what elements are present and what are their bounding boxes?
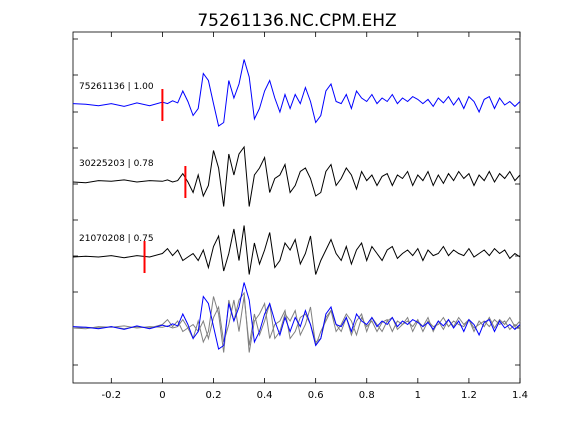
y-axis — [73, 38, 520, 366]
overlay-trace-blue — [72, 282, 521, 350]
x-tick-label: 1.2 — [461, 390, 477, 401]
traces-layer: 75261136 | 1.00 30225203 | 0.78 21070208 |… — [72, 59, 521, 275]
x-tick-label: 0.8 — [359, 390, 375, 401]
chart-title: 75261136.NC.CPM.EHZ — [197, 11, 396, 31]
x-tick-label: 1 — [415, 390, 421, 401]
trace-line — [72, 59, 521, 127]
overlay-trace-gray — [72, 291, 521, 353]
trace-label: 75261136 | 1.00 — [79, 82, 154, 92]
x-tick-label: 0 — [159, 390, 165, 401]
overlay-layer — [72, 282, 521, 353]
trace-label: 30225203 | 0.78 — [79, 159, 154, 169]
overlay-trace-gray — [72, 296, 521, 346]
x-tick-label: 0.4 — [257, 390, 273, 401]
trace-line — [72, 145, 521, 207]
x-tick-label: 0.6 — [308, 390, 324, 401]
x-tick-label: 1.4 — [512, 390, 528, 401]
trace-label: 21070208 | 0.75 — [79, 234, 154, 244]
x-axis: -0.2 0 0.2 0.4 0.6 0.8 1 1.2 1.4 — [102, 32, 528, 401]
trace-line — [72, 225, 521, 275]
x-tick-label: 0.2 — [206, 390, 222, 401]
plot-frame — [72, 31, 521, 384]
x-tick-label: -0.2 — [102, 390, 122, 401]
